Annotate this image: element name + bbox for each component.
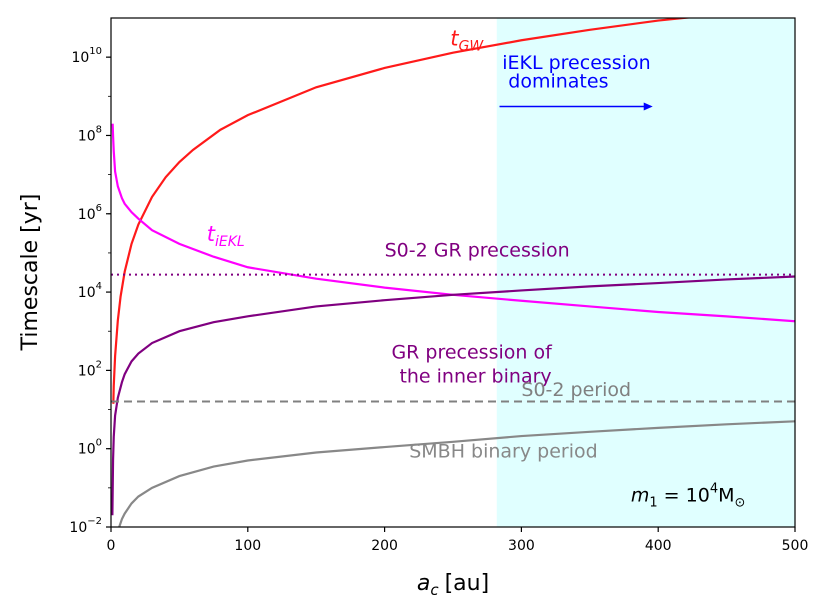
- series-line-2: [111, 275, 795, 516]
- series-line-3: [118, 420, 795, 527]
- x-tick-label: 200: [371, 538, 398, 554]
- x-tick-label: 100: [234, 538, 261, 554]
- annotation-text-0: iEKL precession: [502, 52, 650, 74]
- y-tick-label: 10−2: [69, 516, 102, 536]
- mass-label: m1 = 104M⊙: [631, 481, 746, 510]
- ekl-dominant-region: [496, 18, 795, 527]
- x-tick-label: 0: [107, 538, 116, 554]
- x-tick-label: 500: [782, 538, 809, 554]
- x-tick-label: 400: [645, 538, 672, 554]
- series-label-0: tGW: [450, 26, 484, 54]
- series-label-2: GR precession of the inner binary: [391, 342, 553, 388]
- x-axis-title: ac [au]: [417, 571, 489, 599]
- y-tick-label: 100: [78, 438, 102, 458]
- y-tick-label: 102: [78, 359, 102, 379]
- series-label-5: S0-2 period: [521, 379, 631, 401]
- y-tick-label: 106: [78, 203, 102, 223]
- series-line-0: [112, 18, 694, 404]
- y-axis-title: Timescale [yr]: [18, 194, 43, 352]
- dominance-arrow-head: [643, 102, 653, 111]
- series-label-1: tiEKL: [207, 222, 245, 250]
- series-label-4: S0-2 GR precession: [385, 240, 570, 262]
- y-tick-label: 1010: [71, 46, 102, 66]
- y-tick-label: 104: [78, 281, 102, 301]
- x-tick-label: 300: [508, 538, 535, 554]
- plot-frame: [110, 17, 796, 528]
- series-line-1: [111, 123, 795, 323]
- series-label-3: SMBH binary period: [409, 440, 597, 462]
- annotation-text-1: dominates: [502, 70, 608, 92]
- y-tick-label: 108: [78, 124, 102, 144]
